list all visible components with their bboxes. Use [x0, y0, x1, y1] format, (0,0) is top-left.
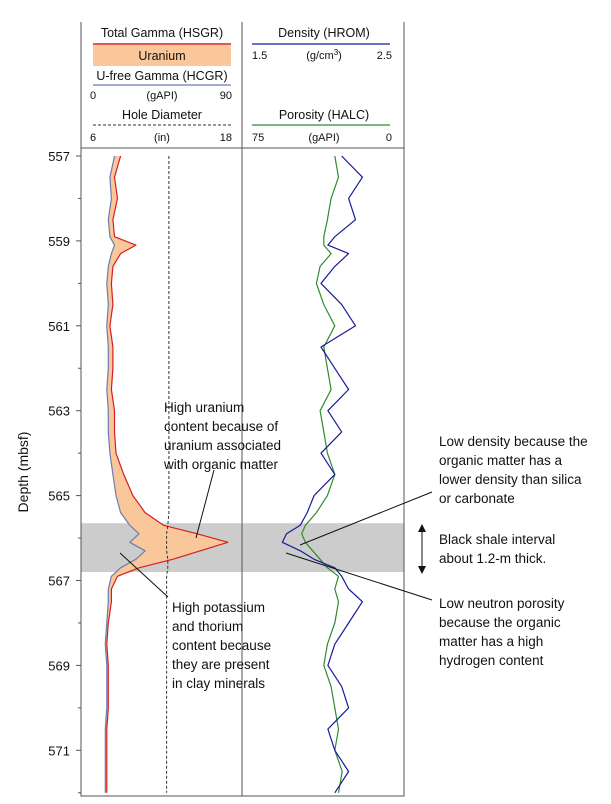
gamma-scale-min: 0	[90, 90, 96, 102]
gamma-scale-max: 90	[220, 90, 232, 102]
density-scale-max: 2.5	[377, 50, 392, 62]
depth-axis-label: Depth (mbsf)	[15, 432, 31, 513]
hole-scale-unit: (in)	[154, 132, 170, 144]
density-leader	[299, 491, 433, 546]
density-scale-unit: (g/cm3)	[306, 48, 342, 62]
y-tick-label: 571	[48, 743, 70, 758]
porosity-leader	[285, 552, 433, 601]
annotation-density-line: lower density than silica	[439, 472, 582, 487]
y-tick-label: 567	[48, 574, 70, 589]
annotation-potassium-line: content because	[172, 638, 271, 653]
porosity-title: Porosity (HALC)	[279, 108, 369, 122]
uranium-legend-swatch	[93, 45, 231, 66]
uranium-legend-label: Uranium	[138, 49, 185, 63]
density-title: Density (HROM)	[278, 26, 370, 40]
density-scale-min: 1.5	[252, 50, 267, 62]
y-tick-label: 563	[48, 404, 70, 419]
log-header: Total Gamma (HSGR) Uranium U-free Gamma …	[80, 22, 405, 148]
hole-diameter-line	[166, 156, 170, 793]
y-tick-label: 561	[48, 319, 70, 334]
shale-arrow-down-icon	[418, 566, 426, 574]
annotation-uranium-line: uranium associated	[164, 438, 281, 453]
density-line	[281, 155, 363, 794]
ufree-gamma-line	[104, 155, 146, 793]
hole-diameter-title: Hole Diameter	[122, 108, 202, 122]
total-gamma-line	[106, 155, 229, 793]
annotation-shale-line: Black shale interval	[439, 532, 555, 547]
annotation-porosity-line: matter has a high	[439, 634, 543, 649]
annotation-porosity-line: because the organic	[439, 615, 561, 630]
annotation-potassium-line: and thorium	[172, 619, 243, 634]
y-tick-label: 569	[48, 658, 70, 673]
plot-frame	[80, 147, 405, 797]
y-tick-label: 565	[48, 489, 70, 504]
porosity-scale-unit: (gAPI)	[308, 132, 339, 144]
porosity-line	[301, 155, 343, 793]
potassium-leader	[119, 552, 169, 598]
hole-scale-min: 6	[90, 132, 96, 144]
annotation-uranium-line: High uranium	[164, 400, 244, 415]
total-gamma-title: Total Gamma (HSGR)	[101, 26, 223, 40]
annotation-potassium-line: in clay minerals	[172, 676, 265, 691]
annotation-density-line: Low density because the	[439, 434, 588, 449]
gamma-scale-unit: (gAPI)	[146, 90, 177, 102]
annotation-uranium-line: content because of	[164, 419, 278, 434]
annotation-uranium-line: with organic matter	[163, 457, 279, 472]
y-tick-label: 559	[48, 234, 70, 249]
porosity-scale-max: 0	[386, 132, 392, 144]
uranium-leader	[195, 469, 215, 539]
annotation-density-line: or carbonate	[439, 491, 515, 506]
annotations: High uranium content because of uranium as…	[119, 400, 588, 691]
annotation-density-line: organic matter has a	[439, 453, 563, 468]
porosity-scale-min: 75	[252, 132, 264, 144]
hole-scale-max: 18	[220, 132, 232, 144]
annotation-potassium-line: they are present	[172, 657, 270, 672]
depth-axis: 557 559 561 563 565 567 569 571	[48, 149, 81, 794]
y-tick-label: 557	[48, 149, 70, 164]
annotation-shale-line: about 1.2-m thick.	[439, 551, 546, 566]
annotation-porosity-line: Low neutron porosity	[439, 596, 565, 611]
shale-arrow-up-icon	[418, 524, 426, 532]
annotation-porosity-line: hydrogen content	[439, 653, 544, 668]
log-curves	[104, 155, 363, 794]
annotation-potassium-line: High potassium	[172, 600, 265, 615]
ufree-gamma-title: U-free Gamma (HCGR)	[96, 69, 227, 83]
